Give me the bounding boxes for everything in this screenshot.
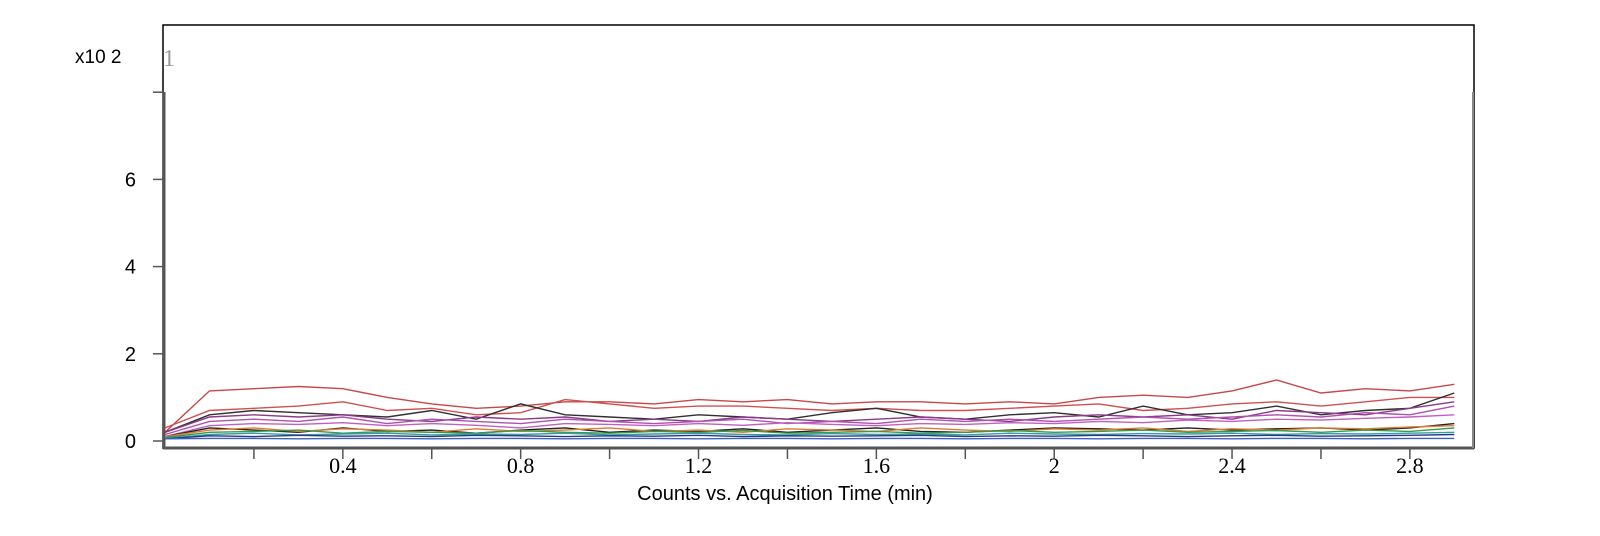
series-line-9	[164, 431, 1455, 440]
x-tick-label: 2.4	[1218, 453, 1246, 478]
y-tick-label: 6	[125, 169, 136, 191]
series-line-1	[164, 396, 1455, 429]
series-line-5	[164, 414, 1455, 438]
panel-label: 1	[163, 46, 175, 72]
x-tick-label: 1.6	[863, 453, 891, 478]
series-line-2	[164, 392, 1455, 433]
series-line-4	[164, 405, 1455, 436]
y-tick-label: 4	[125, 257, 136, 279]
plot-frame	[162, 24, 1475, 449]
x-axis-label: Counts vs. Acquisition Time (min)	[637, 483, 933, 505]
series-line-3	[164, 401, 1455, 433]
x-tick-label: 0.8	[507, 453, 535, 478]
series-line-10	[164, 433, 1455, 440]
series-line-7	[164, 425, 1455, 438]
x-tick-label: 1.2	[685, 453, 713, 478]
ticks-layer: 0 2 4 6 0.4 0.8 1.2 1.6 2 2.4 2.8	[125, 91, 1424, 478]
y-tick-label: 0	[125, 431, 136, 453]
x-tick-label: 0.4	[329, 453, 357, 478]
series-line-0	[164, 379, 1455, 433]
x-tick-label: 2.8	[1396, 453, 1424, 478]
series-layer	[164, 379, 1455, 440]
series-line-8	[164, 427, 1455, 439]
y-multiplier: x10 2	[75, 47, 121, 68]
series-line-6	[164, 422, 1455, 438]
y-tick-label: 2	[125, 344, 136, 366]
x-tick-label: 2	[1049, 453, 1060, 478]
